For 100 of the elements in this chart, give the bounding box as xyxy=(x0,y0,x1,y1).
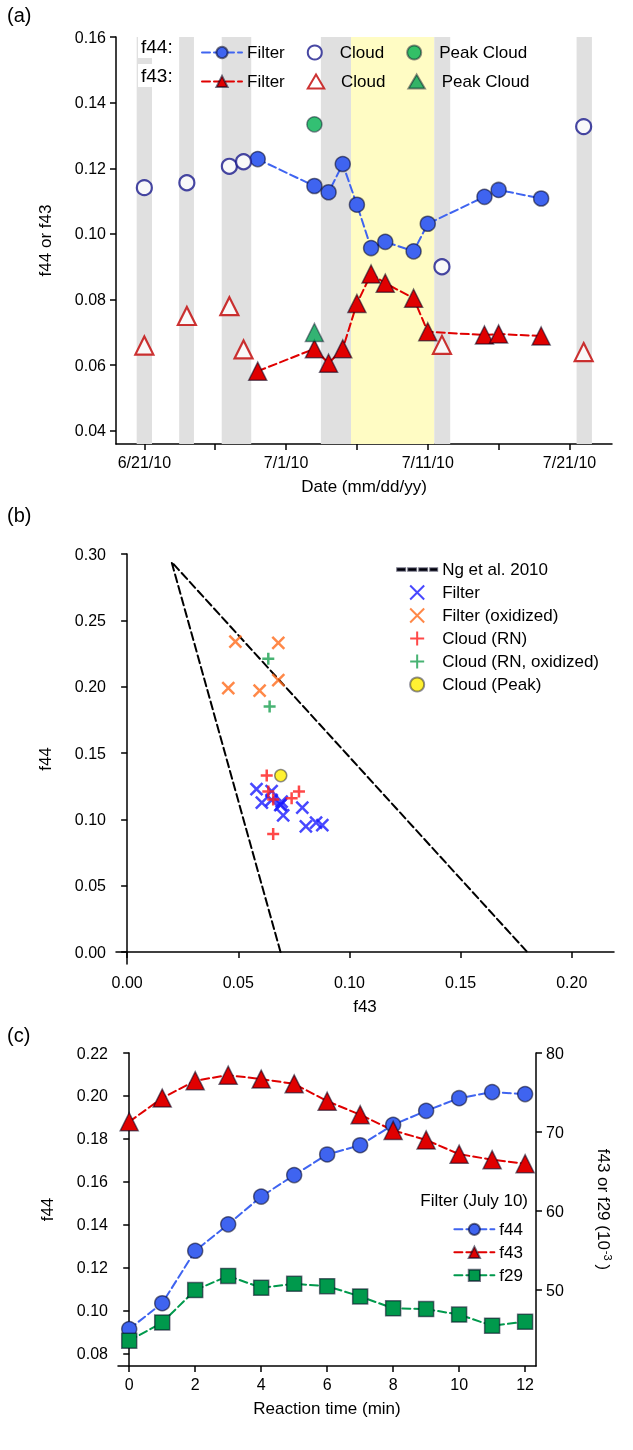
point xyxy=(403,288,424,309)
point xyxy=(384,1300,402,1317)
y-tick-label: 0.06 xyxy=(74,356,107,374)
point xyxy=(318,1146,336,1163)
legend-label: Filter (oxidized) xyxy=(442,606,559,625)
point xyxy=(383,1120,403,1141)
point xyxy=(483,1083,501,1101)
point xyxy=(284,790,299,806)
y-tick-label: 0.20 xyxy=(74,678,107,696)
point xyxy=(450,1089,468,1107)
y-tick-label: 0.25 xyxy=(74,611,107,629)
point xyxy=(573,342,594,363)
legend-label: Peak Cloud xyxy=(439,43,528,62)
point xyxy=(220,157,238,175)
chart-title: (b) xyxy=(7,504,32,526)
y-tick-label: 0.14 xyxy=(76,1216,109,1234)
point xyxy=(351,1136,369,1154)
point xyxy=(274,768,288,783)
point xyxy=(249,781,264,797)
point xyxy=(483,1317,501,1334)
point xyxy=(135,179,153,197)
point xyxy=(291,784,307,799)
point xyxy=(252,1188,270,1205)
x-tick-label: 12 xyxy=(516,1375,535,1393)
point xyxy=(228,634,243,649)
point xyxy=(350,1104,370,1125)
point xyxy=(233,339,254,360)
point xyxy=(219,1216,237,1233)
y-tick-label: 0.12 xyxy=(74,159,107,177)
point xyxy=(271,672,286,688)
x-tick-label: 6/21/10 xyxy=(117,453,172,471)
x-tick-label: 7/1/10 xyxy=(263,453,309,471)
point xyxy=(575,118,593,136)
point xyxy=(315,817,330,833)
annotation: f43: xyxy=(141,65,173,86)
point xyxy=(298,819,314,834)
point xyxy=(176,305,197,327)
point xyxy=(318,1277,336,1295)
point xyxy=(304,322,325,343)
point xyxy=(186,1242,204,1260)
y-tick-label: 0.18 xyxy=(76,1130,109,1148)
y-tick-label: 0.12 xyxy=(76,1259,109,1277)
point xyxy=(218,1065,238,1085)
point xyxy=(318,353,339,374)
point xyxy=(347,293,367,314)
point xyxy=(271,635,286,651)
point xyxy=(234,153,253,171)
point xyxy=(488,324,509,344)
legend-label: Filter xyxy=(442,583,481,602)
point xyxy=(134,335,155,356)
point xyxy=(450,1306,468,1323)
y-tick-label: 0.22 xyxy=(76,1044,109,1062)
legend-label: Filter xyxy=(247,43,286,62)
point xyxy=(178,174,196,192)
y-tick-label: 0.10 xyxy=(76,1302,109,1320)
x-tick-label: 0.15 xyxy=(445,973,477,991)
point xyxy=(351,1288,369,1305)
point xyxy=(431,334,453,355)
point xyxy=(377,233,394,251)
point xyxy=(261,651,276,667)
legend-label: Cloud (Peak) xyxy=(442,675,542,694)
y-tick-label: 0.16 xyxy=(74,28,107,46)
point xyxy=(252,683,267,698)
legend-label: f43 xyxy=(499,1242,524,1262)
y-axis-title: f44 xyxy=(36,747,55,771)
point xyxy=(433,258,451,276)
legend-label: Cloud (RN, oxidized) xyxy=(442,652,600,671)
legend-label: Peak Cloud xyxy=(441,72,530,91)
x-tick-label: 0.20 xyxy=(556,973,588,991)
x-axis-title: Date (mm/dd/yy) xyxy=(301,477,427,496)
point xyxy=(532,190,550,207)
x-axis-title: Reaction time (min) xyxy=(253,1399,401,1418)
legend-label: Cloud xyxy=(339,43,385,62)
point xyxy=(332,339,353,359)
point xyxy=(259,768,274,783)
point xyxy=(419,215,437,233)
y-tick-label: 0.04 xyxy=(74,422,107,440)
point xyxy=(306,177,323,195)
y-tick-label: 0.00 xyxy=(74,943,107,961)
point xyxy=(405,243,422,260)
chart-title: (c) xyxy=(7,1024,31,1046)
point xyxy=(361,264,381,284)
x-tick-label: 0.00 xyxy=(111,973,143,991)
x-tick-label: 0 xyxy=(124,1375,134,1393)
point xyxy=(249,150,266,168)
y-tick-label: 0.05 xyxy=(74,877,107,895)
point xyxy=(531,326,551,346)
point xyxy=(482,1149,502,1170)
chart-title: (a) xyxy=(7,4,32,26)
point xyxy=(219,1267,237,1285)
point xyxy=(119,1112,139,1132)
x-tick-label: 8 xyxy=(388,1375,398,1393)
point xyxy=(362,239,380,257)
legend-label: f44 xyxy=(499,1219,524,1239)
y2-tick-label: 80 xyxy=(546,1044,564,1062)
y-tick-label: 0.14 xyxy=(74,94,107,112)
y2-tick-label: 50 xyxy=(546,1281,564,1299)
point xyxy=(252,1279,270,1296)
point xyxy=(516,1313,534,1330)
y-tick-label: 0.20 xyxy=(76,1087,109,1105)
